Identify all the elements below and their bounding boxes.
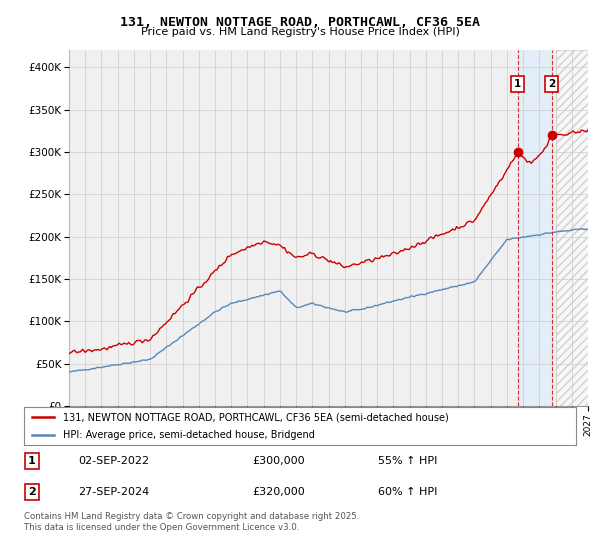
Text: £320,000: £320,000 — [252, 487, 305, 497]
Text: 60% ↑ HPI: 60% ↑ HPI — [378, 487, 437, 497]
Text: 2: 2 — [548, 79, 555, 89]
Text: Price paid vs. HM Land Registry's House Price Index (HPI): Price paid vs. HM Land Registry's House … — [140, 27, 460, 37]
Bar — [556, 50, 588, 406]
Text: 1: 1 — [514, 79, 521, 89]
Text: Contains HM Land Registry data © Crown copyright and database right 2025.
This d: Contains HM Land Registry data © Crown c… — [24, 512, 359, 532]
Text: 131, NEWTON NOTTAGE ROAD, PORTHCAWL, CF36 5EA: 131, NEWTON NOTTAGE ROAD, PORTHCAWL, CF3… — [120, 16, 480, 29]
Text: 131, NEWTON NOTTAGE ROAD, PORTHCAWL, CF36 5EA (semi-detached house): 131, NEWTON NOTTAGE ROAD, PORTHCAWL, CF3… — [62, 412, 448, 422]
Text: 1: 1 — [28, 456, 35, 466]
Text: 27-SEP-2024: 27-SEP-2024 — [78, 487, 149, 497]
Bar — [556, 50, 588, 406]
Bar — [518, 50, 551, 406]
Text: HPI: Average price, semi-detached house, Bridgend: HPI: Average price, semi-detached house,… — [62, 430, 314, 440]
Text: 02-SEP-2022: 02-SEP-2022 — [78, 456, 149, 466]
Text: 2: 2 — [28, 487, 35, 497]
Text: 55% ↑ HPI: 55% ↑ HPI — [378, 456, 437, 466]
Text: £300,000: £300,000 — [252, 456, 305, 466]
